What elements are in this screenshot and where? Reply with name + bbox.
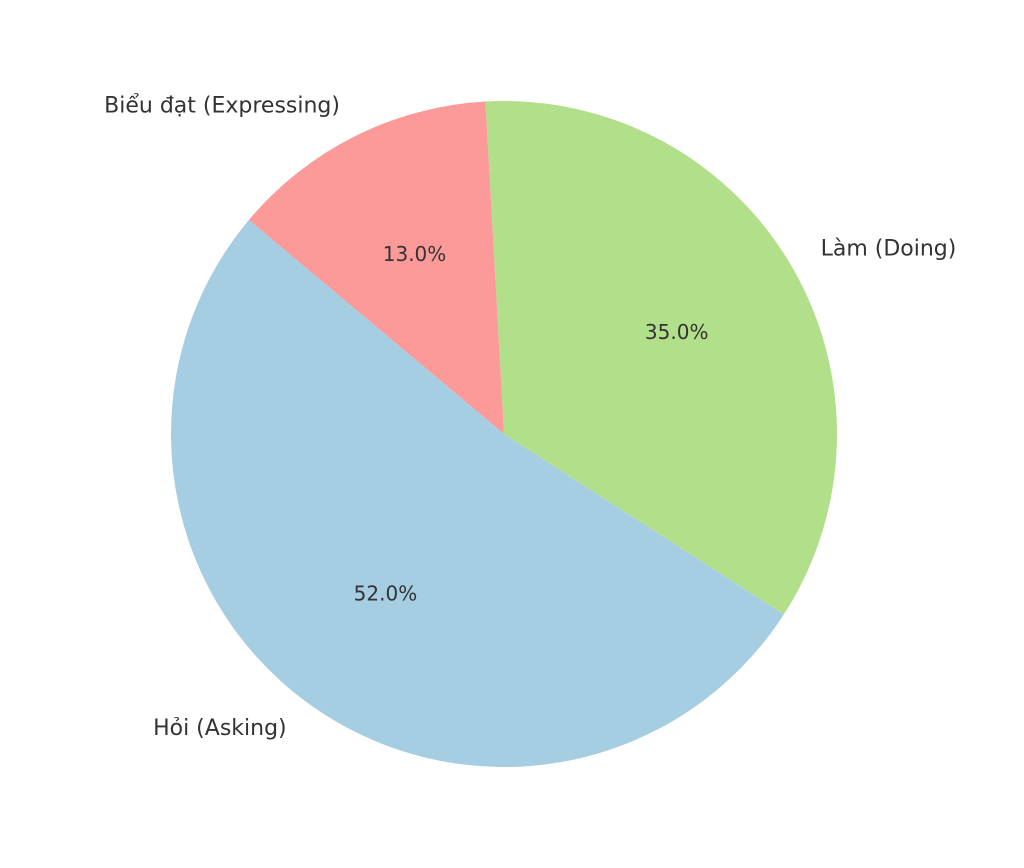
slice-label: Hỏi (Asking) [153,716,287,741]
slice-label: Biểu đạt (Expressing) [104,93,340,118]
pie-slice [485,100,838,615]
pie-slice [248,101,504,434]
percent-label: 13.0% [383,242,447,266]
slice-label: Làm (Doing) [821,237,957,262]
percent-label: 35.0% [645,320,709,344]
percent-label: 52.0% [354,581,418,605]
pie-slice [171,219,784,767]
